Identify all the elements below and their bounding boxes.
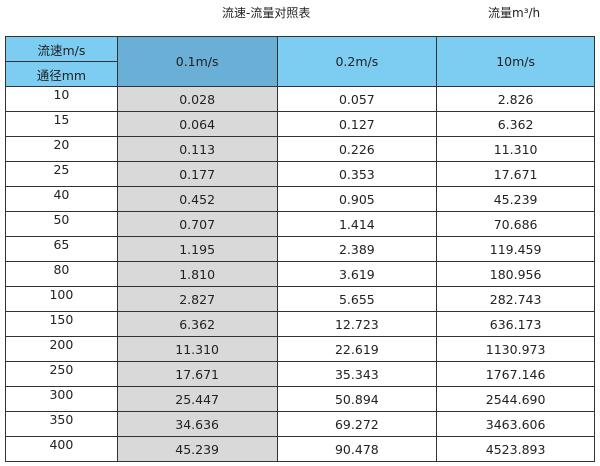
diameter-cell: 80	[5, 261, 118, 287]
flow-cell: 2.827	[116, 286, 278, 312]
table-row: 300 25.447 50.894 2544.690	[5, 386, 595, 412]
table-row: 80 1.810 3.619 180.956	[5, 261, 595, 287]
table-row: 350 34.636 69.272 3463.606	[5, 411, 595, 437]
flow-cell: 4523.893	[436, 436, 595, 462]
table-row: 400 45.239 90.478 4523.893	[5, 436, 595, 462]
flow-cell: 34.636	[116, 411, 278, 437]
flow-cell: 0.177	[116, 161, 278, 187]
flow-cell: 1767.146	[436, 361, 595, 387]
diameter-cell: 65	[5, 236, 118, 262]
flow-cell: 6.362	[116, 311, 278, 337]
diameter-cell: 10	[5, 86, 118, 112]
flow-cell: 11.310	[116, 336, 278, 362]
diameter-cell: 40	[5, 186, 118, 212]
diameter-cell: 50	[5, 211, 118, 237]
flow-cell: 1.195	[116, 236, 278, 262]
header-col-0-2: 0.2m/s	[276, 36, 438, 87]
flow-cell: 0.905	[276, 186, 438, 212]
flow-cell: 3.619	[276, 261, 438, 287]
diameter-cell: 350	[5, 411, 118, 437]
flow-cell: 2544.690	[436, 386, 595, 412]
flow-cell: 17.671	[116, 361, 278, 387]
diameter-cell: 150	[5, 311, 118, 337]
diameter-cell: 20	[5, 136, 118, 162]
diameter-cell: 250	[5, 361, 118, 387]
flow-cell: 1.810	[116, 261, 278, 287]
flow-cell: 0.028	[116, 86, 278, 112]
table-row: 150 6.362 12.723 636.173	[5, 311, 595, 337]
flow-cell: 2.826	[436, 86, 595, 112]
flow-cell: 5.655	[276, 286, 438, 312]
diameter-cell: 25	[5, 161, 118, 187]
header-col-0-1: 0.1m/s	[116, 36, 278, 87]
table-row: 10 0.028 0.057 2.826	[5, 86, 595, 112]
flow-cell: 0.353	[276, 161, 438, 187]
header-speed-label: 流速m/s	[5, 36, 118, 62]
flow-cell: 17.671	[436, 161, 595, 187]
flow-cell: 25.447	[116, 386, 278, 412]
flow-cell: 0.113	[116, 136, 278, 162]
table-row: 50 0.707 1.414 70.686	[5, 211, 595, 237]
flow-cell: 2.389	[276, 236, 438, 262]
table-title: 流速-流量对照表	[222, 6, 311, 20]
table-row: 65 1.195 2.389 119.459	[5, 236, 595, 262]
header-col-10: 10m/s	[436, 36, 595, 87]
flow-cell: 70.686	[436, 211, 595, 237]
table-row: 15 0.064 0.127 6.362	[5, 111, 595, 137]
flow-cell: 0.707	[116, 211, 278, 237]
flow-cell: 35.343	[276, 361, 438, 387]
diameter-cell: 100	[5, 286, 118, 312]
diameter-cell: 15	[5, 111, 118, 137]
flow-cell: 90.478	[276, 436, 438, 462]
flow-cell: 0.452	[116, 186, 278, 212]
flow-cell: 0.057	[276, 86, 438, 112]
table-row: 40 0.452 0.905 45.239	[5, 186, 595, 212]
flow-cell: 50.894	[276, 386, 438, 412]
flow-cell: 45.239	[436, 186, 595, 212]
flow-cell: 3463.606	[436, 411, 595, 437]
unit-title: 流量m³/h	[488, 6, 541, 20]
flow-cell: 11.310	[436, 136, 595, 162]
flow-table: 流速m/s 0.1m/s 0.2m/s 10m/s 通径mm 10 0.028 0.…	[5, 36, 595, 462]
flow-cell: 45.239	[116, 436, 278, 462]
flow-cell: 282.743	[436, 286, 595, 312]
table-row: 100 2.827 5.655 282.743	[5, 286, 595, 312]
flow-cell: 12.723	[276, 311, 438, 337]
flow-cell: 22.619	[276, 336, 438, 362]
table-row: 20 0.113 0.226 11.310	[5, 136, 595, 162]
header-diameter-label: 通径mm	[5, 61, 118, 87]
flow-cell: 0.226	[276, 136, 438, 162]
diameter-cell: 400	[5, 436, 118, 462]
flow-cell: 0.127	[276, 111, 438, 137]
diameter-cell: 200	[5, 336, 118, 362]
flow-cell: 69.272	[276, 411, 438, 437]
flow-cell: 6.362	[436, 111, 595, 137]
table-row: 250 17.671 35.343 1767.146	[5, 361, 595, 387]
flow-cell: 0.064	[116, 111, 278, 137]
table-row: 200 11.310 22.619 1130.973	[5, 336, 595, 362]
flow-cell: 119.459	[436, 236, 595, 262]
flow-cell: 636.173	[436, 311, 595, 337]
flow-cell: 1.414	[276, 211, 438, 237]
flow-cell: 180.956	[436, 261, 595, 287]
diameter-cell: 300	[5, 386, 118, 412]
table-row: 25 0.177 0.353 17.671	[5, 161, 595, 187]
flow-cell: 1130.973	[436, 336, 595, 362]
